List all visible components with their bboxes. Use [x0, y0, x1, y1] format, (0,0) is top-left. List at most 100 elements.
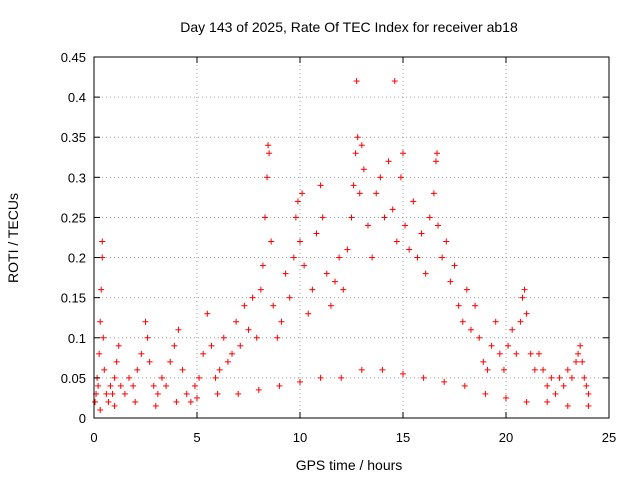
data-point — [305, 310, 312, 317]
data-point — [121, 390, 128, 397]
data-point — [556, 374, 563, 381]
data-point — [560, 382, 567, 389]
data-point — [521, 286, 528, 293]
data-point — [214, 390, 221, 397]
x-tick-label: 5 — [193, 430, 200, 445]
data-point — [294, 198, 301, 205]
data-point — [241, 302, 248, 309]
data-point — [430, 190, 437, 197]
data-point — [344, 246, 351, 253]
data-point — [348, 214, 355, 221]
data-point — [418, 230, 425, 237]
data-point — [196, 374, 203, 381]
data-point — [544, 382, 551, 389]
data-point — [99, 254, 106, 261]
data-point — [132, 398, 139, 405]
data-point — [480, 358, 487, 365]
y-tick-label: 0.3 — [68, 170, 86, 185]
data-point — [377, 174, 384, 181]
data-point — [414, 254, 421, 261]
data-point — [117, 382, 124, 389]
data-point — [264, 174, 271, 181]
data-point — [229, 350, 236, 357]
data-point — [173, 398, 180, 405]
data-point — [265, 142, 272, 149]
data-point — [402, 222, 409, 229]
data-point — [126, 374, 133, 381]
data-point — [309, 286, 316, 293]
data-point — [583, 382, 590, 389]
data-point — [575, 350, 582, 357]
data-point — [503, 394, 509, 401]
data-point — [105, 398, 112, 405]
data-point — [552, 390, 559, 397]
data-point — [261, 214, 268, 221]
data-point — [467, 326, 474, 333]
data-point — [96, 350, 103, 357]
data-point — [496, 350, 503, 357]
data-point — [373, 190, 380, 197]
data-point — [278, 318, 285, 325]
data-point — [292, 214, 299, 221]
data-point — [523, 310, 530, 317]
y-tick-label: 0.45 — [61, 50, 86, 65]
data-point — [358, 366, 365, 373]
data-point — [319, 214, 326, 221]
data-point — [389, 206, 396, 213]
data-point — [573, 358, 580, 365]
data-point — [447, 278, 454, 285]
data-points — [92, 78, 592, 413]
data-point — [171, 342, 178, 349]
data-point — [455, 302, 462, 309]
data-point — [443, 238, 450, 245]
data-point — [134, 366, 141, 373]
data-point — [179, 366, 186, 373]
data-point — [426, 214, 433, 221]
data-point — [379, 366, 386, 373]
data-point — [98, 286, 105, 293]
data-point — [220, 334, 227, 341]
data-point — [577, 342, 584, 349]
y-tick-label: 0.25 — [61, 210, 86, 225]
data-point — [517, 318, 524, 325]
data-point — [142, 318, 149, 325]
data-point — [509, 326, 516, 333]
data-point — [109, 390, 116, 397]
data-point — [152, 402, 159, 409]
x-tick-label: 0 — [90, 430, 97, 445]
data-point — [270, 302, 277, 309]
data-point — [505, 342, 512, 349]
data-point — [420, 374, 427, 381]
data-point — [107, 382, 114, 389]
data-point — [249, 294, 256, 301]
data-point — [290, 254, 297, 261]
y-tick-label: 0.4 — [68, 90, 86, 105]
data-point — [150, 382, 157, 389]
y-tick-label: 0 — [79, 411, 86, 426]
data-point — [99, 238, 106, 245]
data-point — [175, 326, 182, 333]
data-point — [476, 334, 483, 341]
data-point — [463, 286, 470, 293]
grid-lines — [94, 57, 609, 418]
data-point — [472, 302, 479, 309]
y-axis-title: ROTI / TECUs — [5, 193, 21, 283]
data-point — [253, 334, 260, 341]
axis-ticks: 0 5 10 15 20 25 0 0.05 0.1 0.15 0.2 0.25 0.3 0.35 0.4 0… — [61, 50, 617, 445]
data-point — [167, 358, 174, 365]
data-point — [146, 358, 153, 365]
data-point — [527, 350, 534, 357]
data-point — [488, 342, 495, 349]
data-point — [441, 378, 448, 385]
data-point — [200, 350, 207, 357]
data-point — [410, 198, 417, 205]
data-point — [301, 262, 308, 269]
data-point — [276, 382, 283, 389]
plot-frame — [93, 56, 610, 419]
data-point — [439, 254, 446, 261]
data-point — [459, 318, 466, 325]
data-point — [233, 318, 240, 325]
data-point — [111, 402, 118, 409]
data-point — [461, 382, 468, 389]
